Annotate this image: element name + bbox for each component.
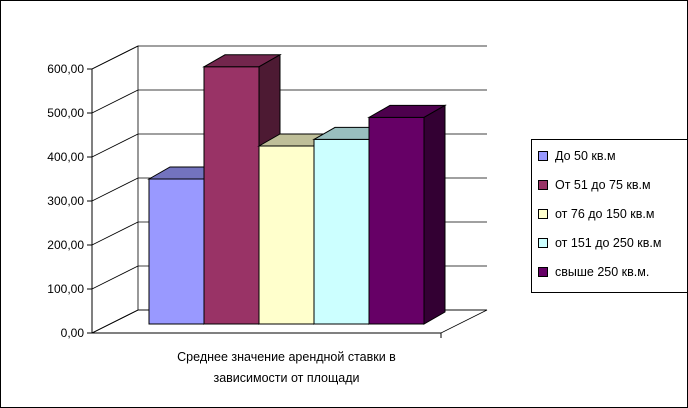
gridline-side: [91, 221, 139, 246]
category-label: Среднее значение арендной ставки в: [177, 350, 396, 364]
gridline-side: [91, 89, 139, 114]
legend-swatch: [538, 180, 548, 190]
gridline-side: [91, 177, 139, 202]
legend-swatch: [538, 267, 548, 277]
legend: До 50 кв.м От 51 до 75 кв.м от 76 до 150 к…: [531, 139, 687, 293]
legend-label: свыше 250 кв.м.: [555, 265, 650, 279]
y-tick-label: 200,00: [47, 238, 84, 252]
legend-item: От 51 до 75 кв.м: [538, 175, 651, 195]
legend-item: До 50 кв.м: [538, 146, 616, 166]
gridline-side: [91, 265, 139, 290]
y-tick-label: 400,00: [47, 150, 84, 164]
bar: [148, 178, 205, 325]
legend-swatch: [538, 151, 548, 161]
gridline-side: [91, 133, 139, 158]
legend-item: от 76 до 150 кв.м: [538, 204, 654, 224]
legend-swatch: [538, 238, 548, 248]
y-tick-label: 300,00: [47, 194, 84, 208]
bar: [368, 116, 425, 325]
legend-label: от 151 до 250 кв.м: [555, 236, 662, 250]
bar: [203, 66, 260, 325]
y-tick-label: 500,00: [47, 106, 84, 120]
bar: [313, 138, 370, 325]
bar: [258, 145, 315, 325]
y-tick-label: 0,00: [61, 326, 85, 340]
gridline-side: [91, 309, 139, 334]
legend-label: От 51 до 75 кв.м: [555, 178, 651, 192]
legend-item: от 151 до 250 кв.м: [538, 233, 661, 253]
legend-swatch: [538, 209, 548, 219]
gridline-side: [91, 45, 139, 70]
y-tick-label: 100,00: [47, 282, 84, 296]
legend-item: свыше 250 кв.м.: [538, 262, 649, 282]
bar-side: [423, 104, 446, 325]
category-label: зависимости от площади: [213, 371, 359, 385]
y-tick-label: 600,00: [47, 62, 84, 76]
legend-label: До 50 кв.м: [555, 149, 616, 163]
legend-label: от 76 до 150 кв.м: [555, 207, 655, 221]
